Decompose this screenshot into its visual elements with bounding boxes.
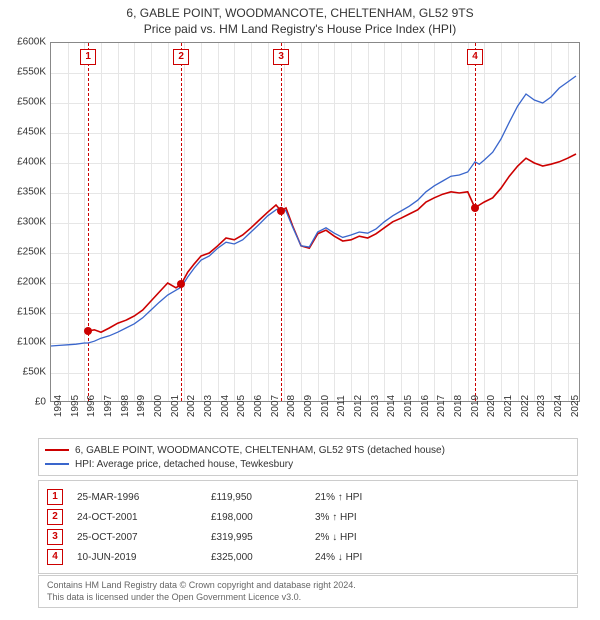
x-axis-tick-label: 2018 bbox=[453, 395, 464, 417]
x-axis-tick-label: 2010 bbox=[320, 395, 331, 417]
sales-table: 1 25-MAR-1996 £119,950 21% ↑ HPI 2 24-OCT-200… bbox=[38, 480, 578, 574]
x-axis-tick-label: 2014 bbox=[386, 395, 397, 417]
sale-row-badge: 1 bbox=[47, 489, 63, 505]
legend-box: 6, GABLE POINT, WOODMANCOTE, CHELTENHAM,… bbox=[38, 438, 578, 476]
footer-line-1: Contains HM Land Registry data © Crown c… bbox=[47, 580, 569, 592]
line-series-svg bbox=[51, 43, 581, 403]
sale-row-price: £198,000 bbox=[211, 512, 301, 523]
sale-marker-badge: 2 bbox=[173, 49, 189, 65]
y-axis-tick-label: £100K bbox=[17, 337, 46, 348]
sale-marker-dot bbox=[177, 280, 185, 288]
x-axis-tick-label: 2011 bbox=[336, 395, 347, 417]
sale-row-badge: 3 bbox=[47, 529, 63, 545]
x-axis-tick-label: 2006 bbox=[253, 395, 264, 417]
y-axis-tick-label: £150K bbox=[17, 307, 46, 318]
x-axis-tick-label: 2000 bbox=[153, 395, 164, 417]
y-axis-tick-label: £300K bbox=[17, 217, 46, 228]
chart-title-address: 6, GABLE POINT, WOODMANCOTE, CHELTENHAM,… bbox=[0, 6, 600, 20]
y-axis-tick-label: £450K bbox=[17, 127, 46, 138]
sale-row-date: 10-JUN-2019 bbox=[77, 552, 197, 563]
legend-label: 6, GABLE POINT, WOODMANCOTE, CHELTENHAM,… bbox=[75, 445, 445, 456]
x-axis-tick-label: 2002 bbox=[186, 395, 197, 417]
sale-row-price: £319,995 bbox=[211, 532, 301, 543]
legend-item: HPI: Average price, detached house, Tewk… bbox=[45, 457, 571, 471]
sale-row-delta: 24% ↓ HPI bbox=[315, 552, 425, 563]
sale-marker-badge: 4 bbox=[467, 49, 483, 65]
x-axis-tick-label: 2001 bbox=[170, 395, 181, 417]
sale-row-date: 25-MAR-1996 bbox=[77, 492, 197, 503]
sale-row-delta: 3% ↑ HPI bbox=[315, 512, 425, 523]
x-axis-tick-label: 1994 bbox=[53, 395, 64, 417]
x-axis-tick-label: 2020 bbox=[486, 395, 497, 417]
sale-row-delta: 21% ↑ HPI bbox=[315, 492, 425, 503]
y-axis-tick-label: £200K bbox=[17, 277, 46, 288]
sale-row-date: 24-OCT-2001 bbox=[77, 512, 197, 523]
x-axis-tick-label: 2009 bbox=[303, 395, 314, 417]
legend-swatch bbox=[45, 463, 69, 465]
x-axis-tick-label: 2016 bbox=[420, 395, 431, 417]
legend-item: 6, GABLE POINT, WOODMANCOTE, CHELTENHAM,… bbox=[45, 443, 571, 457]
x-axis-tick-label: 2022 bbox=[520, 395, 531, 417]
sale-row: 3 25-OCT-2007 £319,995 2% ↓ HPI bbox=[47, 527, 569, 547]
footer-line-2: This data is licensed under the Open Gov… bbox=[47, 592, 569, 604]
plot-box: 1 2 3 4 bbox=[50, 42, 580, 402]
y-axis-tick-label: £50K bbox=[23, 367, 46, 378]
sale-row-price: £119,950 bbox=[211, 492, 301, 503]
x-axis-tick-label: 2004 bbox=[220, 395, 231, 417]
legend-swatch bbox=[45, 449, 69, 451]
x-axis-tick-label: 2003 bbox=[203, 395, 214, 417]
x-axis-tick-label: 2024 bbox=[553, 395, 564, 417]
y-axis-tick-label: £600K bbox=[17, 37, 46, 48]
x-axis-tick-label: 1997 bbox=[103, 395, 114, 417]
sale-row: 1 25-MAR-1996 £119,950 21% ↑ HPI bbox=[47, 487, 569, 507]
x-axis-tick-label: 2021 bbox=[503, 395, 514, 417]
y-axis-tick-label: £400K bbox=[17, 157, 46, 168]
sale-marker-badge: 3 bbox=[273, 49, 289, 65]
sale-marker-badge: 1 bbox=[80, 49, 96, 65]
x-axis-tick-label: 2023 bbox=[536, 395, 547, 417]
chart-container: 6, GABLE POINT, WOODMANCOTE, CHELTENHAM,… bbox=[0, 0, 600, 620]
y-axis-tick-label: £500K bbox=[17, 97, 46, 108]
sale-row: 4 10-JUN-2019 £325,000 24% ↓ HPI bbox=[47, 547, 569, 567]
x-axis-tick-label: 2005 bbox=[236, 395, 247, 417]
x-axis-tick-label: 2017 bbox=[436, 395, 447, 417]
series-line-property bbox=[88, 154, 576, 332]
sale-row-delta: 2% ↓ HPI bbox=[315, 532, 425, 543]
y-axis-tick-label: £250K bbox=[17, 247, 46, 258]
x-axis-tick-label: 1996 bbox=[86, 395, 97, 417]
y-axis-tick-label: £550K bbox=[17, 67, 46, 78]
chart-subtitle: Price paid vs. HM Land Registry's House … bbox=[0, 22, 600, 36]
sale-row-badge: 4 bbox=[47, 549, 63, 565]
x-axis-tick-label: 1995 bbox=[70, 395, 81, 417]
x-axis-tick-label: 2019 bbox=[470, 395, 481, 417]
sale-marker-dot bbox=[84, 327, 92, 335]
chart-plot-area: 1234 £0£50K£100K£150K£200K£250K£300K£350… bbox=[50, 42, 580, 402]
chart-titles: 6, GABLE POINT, WOODMANCOTE, CHELTENHAM,… bbox=[0, 0, 600, 36]
sale-marker-dot bbox=[471, 204, 479, 212]
x-axis-tick-label: 1999 bbox=[136, 395, 147, 417]
y-axis-tick-label: £350K bbox=[17, 187, 46, 198]
sale-row-price: £325,000 bbox=[211, 552, 301, 563]
sale-row: 2 24-OCT-2001 £198,000 3% ↑ HPI bbox=[47, 507, 569, 527]
x-axis-tick-label: 2013 bbox=[370, 395, 381, 417]
x-axis-tick-label: 2007 bbox=[270, 395, 281, 417]
y-axis-tick-label: £0 bbox=[35, 397, 46, 408]
sale-marker-dot bbox=[277, 207, 285, 215]
x-axis-tick-label: 2025 bbox=[570, 395, 581, 417]
legend-label: HPI: Average price, detached house, Tewk… bbox=[75, 459, 293, 470]
sale-row-date: 25-OCT-2007 bbox=[77, 532, 197, 543]
x-axis-tick-label: 2008 bbox=[286, 395, 297, 417]
sale-row-badge: 2 bbox=[47, 509, 63, 525]
series-line-hpi bbox=[51, 76, 576, 346]
x-axis-tick-label: 2015 bbox=[403, 395, 414, 417]
x-axis-tick-label: 2012 bbox=[353, 395, 364, 417]
attribution-footer: Contains HM Land Registry data © Crown c… bbox=[38, 575, 578, 608]
x-axis-tick-label: 1998 bbox=[120, 395, 131, 417]
